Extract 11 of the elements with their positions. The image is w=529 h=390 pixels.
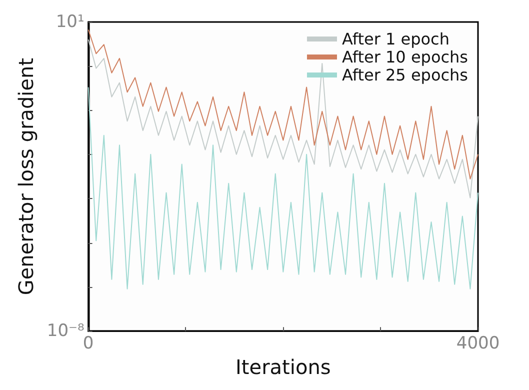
y-tick-label: 10⁻⁸ [46, 321, 85, 342]
legend-label: After 25 epochs [342, 66, 468, 84]
y-axis-title: Generator loss gradient [14, 58, 38, 296]
legend-label: After 1 epoch [342, 30, 450, 48]
x-tick-label: 4000 [456, 334, 500, 354]
x-tick-label: 0 [82, 334, 94, 354]
line-series [88, 29, 478, 180]
legend-label: After 10 epochs [342, 48, 468, 66]
x-axis-title: Iterations [236, 355, 331, 379]
y-tick-label: 10¹ [56, 12, 84, 32]
line-series [88, 86, 478, 290]
